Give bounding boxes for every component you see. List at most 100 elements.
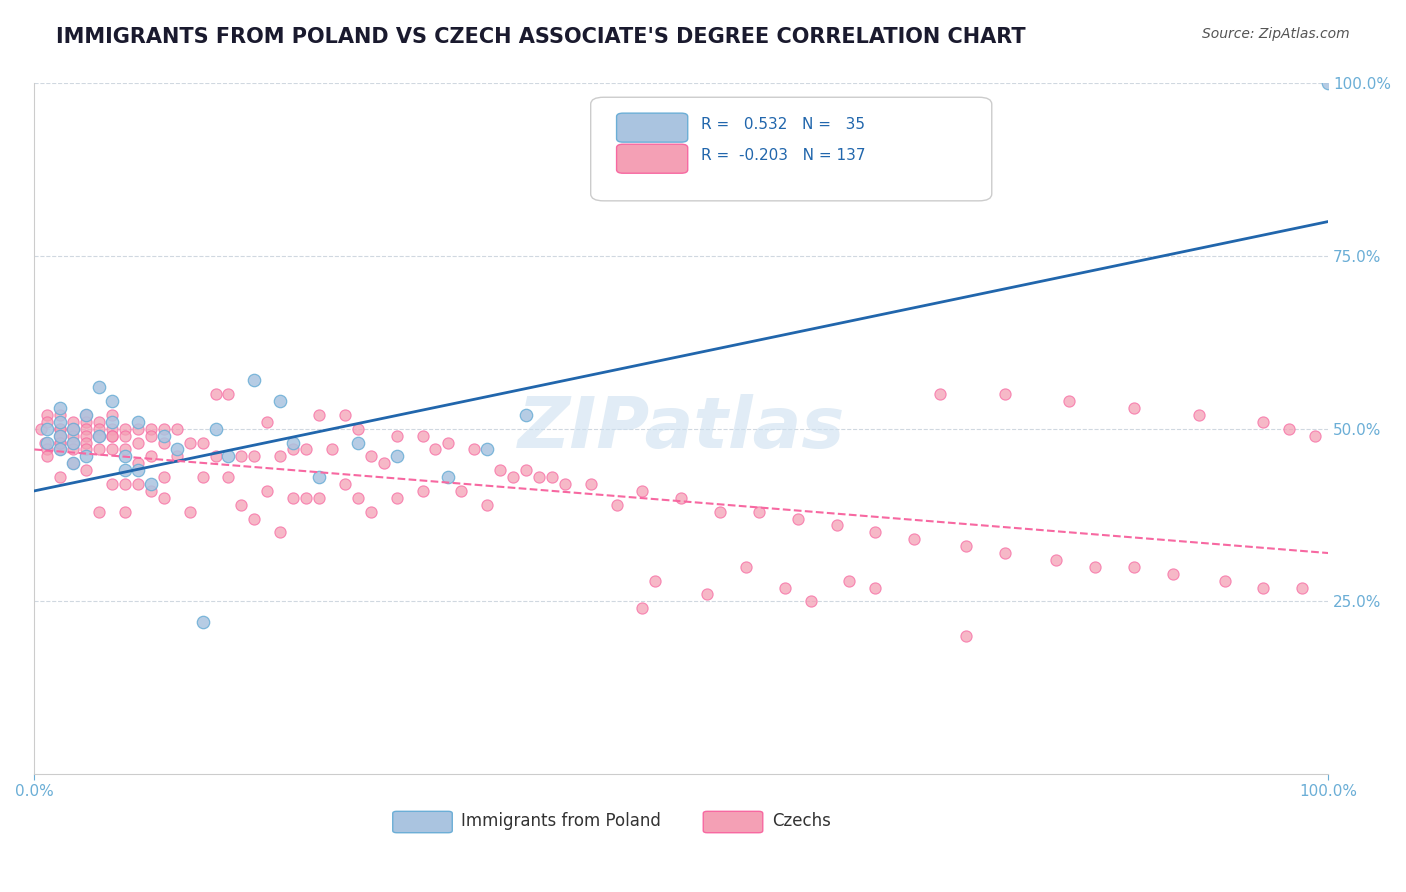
- Text: R =  -0.203   N = 137: R = -0.203 N = 137: [700, 148, 865, 163]
- FancyBboxPatch shape: [392, 812, 453, 833]
- Text: IMMIGRANTS FROM POLAND VS CZECH ASSOCIATE'S DEGREE CORRELATION CHART: IMMIGRANTS FROM POLAND VS CZECH ASSOCIAT…: [56, 27, 1026, 46]
- Point: [606, 498, 628, 512]
- Point: [1161, 566, 1184, 581]
- Point: [49, 442, 72, 457]
- Point: [62, 456, 84, 470]
- Point: [515, 408, 537, 422]
- Point: [127, 477, 149, 491]
- Point: [114, 505, 136, 519]
- Point: [49, 408, 72, 422]
- Point: [527, 470, 550, 484]
- Point: [346, 422, 368, 436]
- Point: [75, 442, 97, 457]
- Point: [385, 428, 408, 442]
- Point: [463, 442, 485, 457]
- Point: [256, 415, 278, 429]
- Point: [49, 470, 72, 484]
- Point: [1059, 394, 1081, 409]
- Point: [477, 498, 499, 512]
- Point: [75, 435, 97, 450]
- Point: [101, 428, 124, 442]
- Point: [308, 491, 330, 505]
- Point: [903, 533, 925, 547]
- Point: [37, 435, 59, 450]
- Point: [955, 539, 977, 553]
- Point: [541, 470, 564, 484]
- Point: [217, 387, 239, 401]
- Point: [321, 442, 343, 457]
- Text: Immigrants from Poland: Immigrants from Poland: [461, 812, 661, 830]
- Point: [179, 505, 201, 519]
- Point: [243, 511, 266, 525]
- Point: [191, 615, 214, 629]
- Point: [87, 415, 110, 429]
- Point: [62, 415, 84, 429]
- Point: [101, 422, 124, 436]
- Point: [62, 422, 84, 436]
- Point: [1213, 574, 1236, 588]
- Point: [30, 422, 52, 436]
- Point: [204, 387, 226, 401]
- Point: [644, 574, 666, 588]
- Point: [425, 442, 447, 457]
- Point: [87, 380, 110, 394]
- Point: [152, 491, 174, 505]
- Point: [217, 470, 239, 484]
- Point: [295, 442, 318, 457]
- Point: [49, 428, 72, 442]
- Point: [75, 415, 97, 429]
- Point: [502, 470, 524, 484]
- Point: [800, 594, 823, 608]
- Point: [256, 483, 278, 498]
- Point: [373, 456, 395, 470]
- Point: [269, 394, 291, 409]
- Point: [166, 422, 188, 436]
- Point: [37, 442, 59, 457]
- Point: [166, 450, 188, 464]
- Point: [1084, 559, 1107, 574]
- Point: [1303, 428, 1326, 442]
- Point: [49, 401, 72, 415]
- Point: [127, 422, 149, 436]
- Point: [152, 470, 174, 484]
- Point: [75, 408, 97, 422]
- Point: [333, 408, 356, 422]
- Point: [281, 491, 304, 505]
- Point: [1045, 553, 1067, 567]
- Point: [101, 428, 124, 442]
- FancyBboxPatch shape: [617, 113, 688, 142]
- Point: [437, 470, 460, 484]
- FancyBboxPatch shape: [591, 97, 991, 201]
- Point: [308, 470, 330, 484]
- Point: [101, 415, 124, 429]
- Point: [865, 581, 887, 595]
- Point: [412, 483, 434, 498]
- Point: [204, 450, 226, 464]
- Text: R =   0.532   N =   35: R = 0.532 N = 35: [700, 118, 865, 132]
- Point: [166, 442, 188, 457]
- Point: [709, 505, 731, 519]
- Point: [385, 450, 408, 464]
- Point: [37, 415, 59, 429]
- Point: [489, 463, 512, 477]
- Point: [412, 428, 434, 442]
- Point: [786, 511, 808, 525]
- Point: [1278, 422, 1301, 436]
- Point: [838, 574, 860, 588]
- Point: [75, 463, 97, 477]
- Point: [994, 546, 1017, 560]
- Point: [114, 477, 136, 491]
- Point: [1123, 401, 1146, 415]
- Point: [62, 422, 84, 436]
- Point: [269, 525, 291, 540]
- Point: [139, 477, 162, 491]
- Point: [631, 483, 654, 498]
- Point: [101, 408, 124, 422]
- Point: [49, 428, 72, 442]
- Point: [62, 442, 84, 457]
- Point: [152, 435, 174, 450]
- Point: [281, 435, 304, 450]
- Point: [308, 408, 330, 422]
- Point: [269, 450, 291, 464]
- Point: [75, 422, 97, 436]
